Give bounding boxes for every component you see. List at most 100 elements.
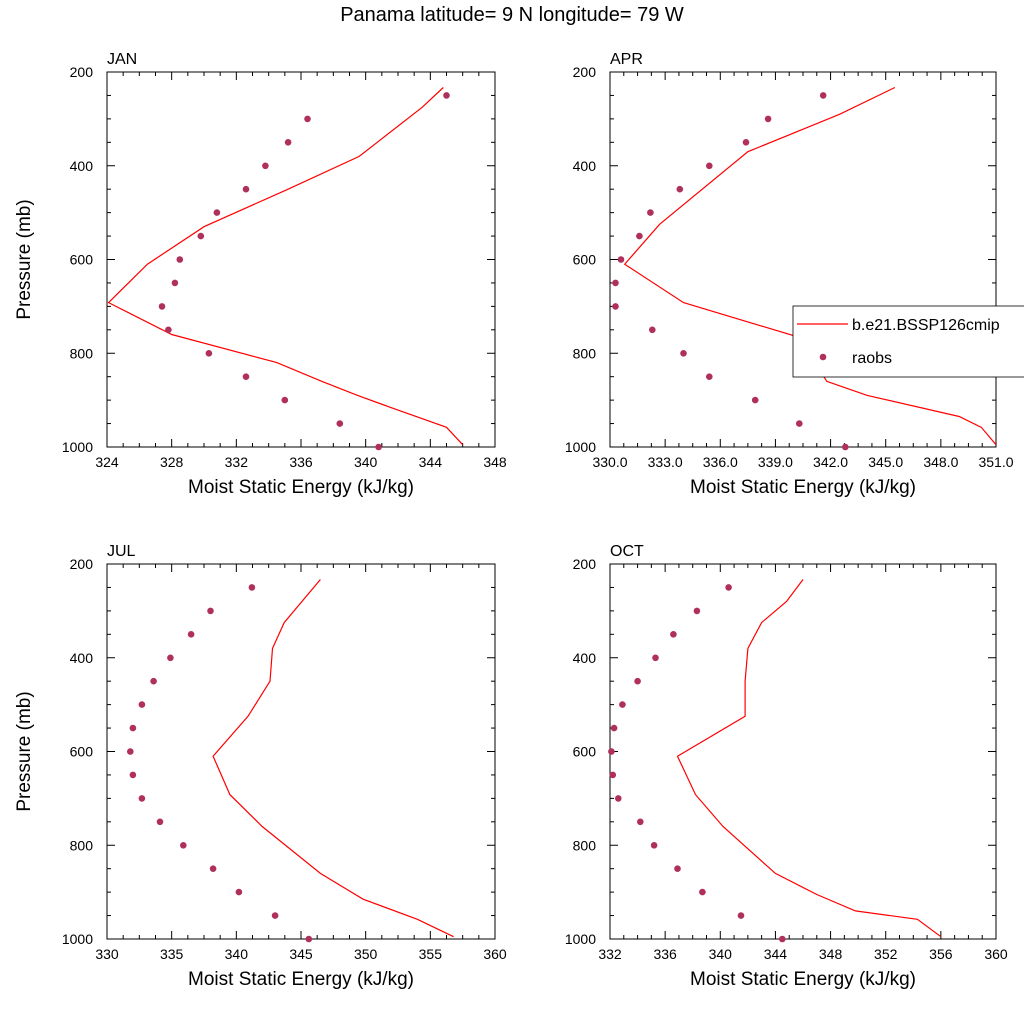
raobs-marker [180, 842, 187, 849]
x-tick-label: 336 [289, 454, 313, 470]
y-tick-label: 600 [573, 744, 597, 760]
figure-title: Panama latitude= 9 N longitude= 79 W [340, 4, 684, 26]
raobs-marker [129, 724, 137, 732]
x-tick-label: 332 [225, 454, 249, 470]
raobs-marker [650, 842, 658, 849]
raobs-marker [725, 584, 732, 591]
raobs-marker [636, 232, 643, 240]
y-tick-label: 800 [70, 345, 94, 361]
raobs-marker [706, 162, 713, 170]
raobs-marker [612, 303, 619, 310]
x-tick-label: 333.0 [648, 454, 683, 470]
legend: b.e21.BSSP126cmip raobs [792, 305, 1024, 378]
raobs-marker [207, 607, 214, 615]
raobs-marker [129, 771, 137, 779]
raobs-marker [242, 185, 250, 193]
x-tick-label: 348 [819, 946, 843, 962]
raobs-marker [138, 795, 146, 802]
y-tick-label: 400 [573, 650, 597, 666]
y-tick-label: 600 [70, 744, 94, 760]
raobs-marker [676, 185, 684, 193]
panel-oct: 332 336 340 344 348 352 356 360 200 400 600 800 1000… [565, 543, 1008, 990]
raobs-marker [127, 748, 134, 755]
x-tick-label: 340 [354, 454, 378, 470]
raobs-marker [764, 115, 772, 123]
x-axis-label: Moist Static Energy (kJ/kg) [188, 477, 414, 498]
x-tick-label: 350 [354, 946, 378, 962]
raobs-marker [742, 139, 750, 146]
x-tick-label: 335 [160, 946, 184, 962]
x-tick-label: 342.0 [813, 454, 848, 470]
raobs-marker [262, 162, 269, 170]
raobs-marker [213, 209, 221, 216]
raobs-marker [751, 396, 759, 404]
y-tick-label: 600 [70, 252, 94, 268]
x-tick-label: 360 [984, 946, 1008, 962]
y-tick-label: 800 [573, 345, 597, 361]
x-tick-label: 332 [598, 946, 622, 962]
raobs-marker [637, 818, 644, 826]
raobs-marker [680, 350, 687, 357]
raobs-marker [138, 701, 146, 708]
x-tick-label: 345 [289, 946, 313, 962]
y-tick-label: 600 [573, 252, 597, 268]
raobs-marker [699, 888, 706, 896]
raobs-marker [150, 677, 157, 685]
raobs-marker [647, 209, 654, 216]
x-tick-label: 324 [95, 454, 119, 470]
y-tick-label: 400 [70, 650, 94, 666]
x-axis-label: Moist Static Energy (kJ/kg) [690, 477, 916, 498]
raobs-marker [842, 443, 849, 451]
plot-frame [106, 563, 496, 940]
raobs-marker [796, 420, 803, 427]
raobs-marker [670, 631, 677, 638]
y-tick-label: 400 [70, 158, 94, 174]
legend-obs-label: raobs [852, 350, 892, 367]
raobs-marker [165, 326, 172, 334]
panel-label: JUL [107, 543, 136, 560]
panel-jan: 324 328 332 336 340 344 348 200 400 600 800 1000 JAN… [14, 51, 507, 498]
raobs-marker [284, 139, 292, 146]
panel-jul: 330 335 340 345 350 355 360 200 400 600 800 1000 JUL… [14, 543, 507, 990]
raobs-marker [187, 631, 195, 638]
x-tick-label: 336.0 [703, 454, 738, 470]
raobs-marker [248, 584, 256, 591]
x-tick-label: 355 [419, 946, 443, 962]
y-tick-label: 400 [573, 158, 597, 174]
y-tick-label: 200 [573, 64, 597, 80]
raobs-marker [271, 912, 279, 919]
y-tick-label: 800 [70, 837, 94, 853]
legend-marker-swatch [819, 353, 827, 361]
plot-frame [106, 71, 496, 448]
raobs-marker [443, 92, 450, 99]
legend-model-label: b.e21.BSSP126cmip [852, 317, 1000, 334]
y-tick-label: 1000 [565, 931, 596, 947]
x-axis-label: Moist Static Energy (kJ/kg) [690, 969, 916, 990]
raobs-marker [197, 232, 205, 240]
panel-label: JAN [107, 51, 137, 68]
x-tick-label: 356 [929, 946, 953, 962]
raobs-marker [304, 115, 311, 123]
raobs-marker [609, 771, 617, 779]
raobs-marker [375, 443, 382, 451]
y-tick-label: 200 [573, 556, 597, 572]
x-tick-label: 352 [874, 946, 898, 962]
raobs-marker [209, 865, 217, 872]
raobs-marker [819, 92, 827, 99]
x-tick-label: 340 [709, 946, 733, 962]
raobs-marker [615, 795, 622, 802]
raobs-marker [649, 326, 656, 334]
model-profile-line [212, 579, 454, 938]
raobs-marker [608, 748, 615, 755]
raobs-marker [619, 701, 626, 708]
x-tick-label: 336 [653, 946, 677, 962]
raobs-marker [634, 677, 641, 685]
model-profile-line [676, 579, 942, 938]
raobs-marker [281, 396, 289, 404]
y-axis-label: Pressure (mb) [14, 199, 35, 319]
y-tick-label: 200 [70, 556, 94, 572]
raobs-marker [693, 607, 701, 615]
raobs-marker [674, 865, 681, 872]
x-tick-label: 344 [764, 946, 788, 962]
